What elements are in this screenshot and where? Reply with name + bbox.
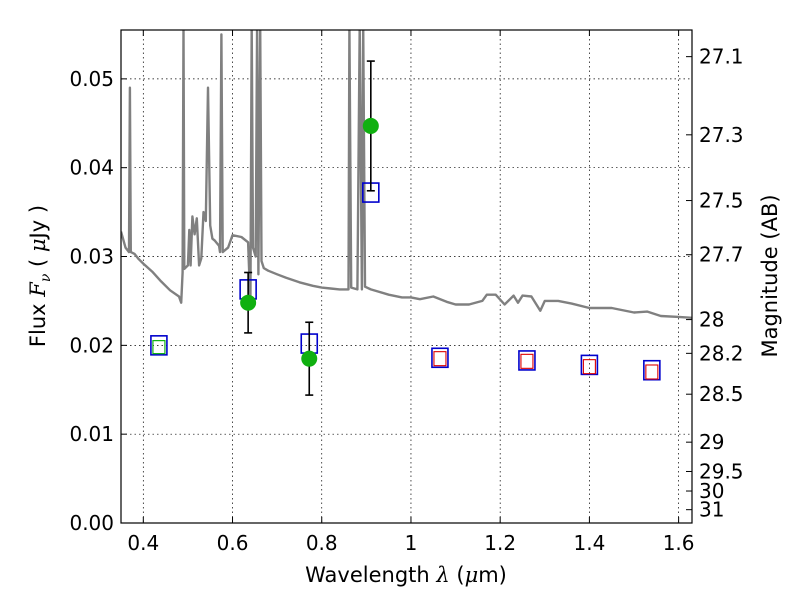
model-photometry-box [150, 335, 168, 356]
x-tick-label: 1.4 [573, 531, 605, 555]
magnitude-tick-label: 27.5 [699, 189, 744, 213]
secondary-marker [645, 364, 659, 380]
magnitude-tick-label: 28 [699, 308, 724, 332]
observed-point [362, 117, 379, 134]
model-photometry-box [431, 347, 449, 369]
x-tick-label: 1.6 [663, 531, 695, 555]
magnitude-axis-label: Magnitude (AB) [758, 194, 782, 357]
model-photometry-box [643, 359, 661, 381]
x-tick-label: 0.4 [127, 531, 159, 555]
secondary-marker [433, 351, 447, 367]
magnitude-tick-label: 31 [699, 498, 724, 522]
spectrum-line [121, 30, 692, 319]
x-tick-label: 0.6 [217, 531, 249, 555]
model-spectrum [121, 30, 692, 319]
magnitude-tick-label: 29.5 [699, 459, 744, 483]
secondary-markers [433, 351, 659, 380]
y-axis-label: Flux Fν ( μJy ) [26, 205, 54, 347]
y-axis-ticks: 0.00 0.01 0.02 0.03 0.04 0.05 [69, 67, 127, 535]
model-photometry-box [518, 350, 536, 371]
y-tick-label: 0.02 [69, 333, 114, 357]
plot-frame [120, 29, 693, 524]
x-axis-ticks: 0.4 0.6 0.8 1 1.2 1.4 1.6 [127, 30, 695, 555]
magnitude-tick-label: 28.2 [699, 341, 744, 365]
model-photometry-box [580, 354, 599, 376]
secondary-marker [582, 359, 596, 375]
magnitude-tick-label: 30 [699, 479, 724, 503]
magnitude-tick-label: 27.3 [699, 123, 744, 147]
x-tick-label: 1 [405, 531, 418, 555]
observed-point-box [152, 340, 166, 355]
y-tick-label: 0.05 [69, 67, 114, 91]
observed-point [240, 294, 257, 311]
y-tick-label: 0.03 [69, 245, 114, 269]
magnitude-tick-label: 28.5 [699, 382, 744, 406]
observed-point [301, 350, 318, 367]
y-tick-label: 0.00 [69, 511, 114, 535]
x-tick-label: 1.2 [484, 531, 516, 555]
secondary-marker [520, 353, 534, 369]
x-tick-label: 0.8 [306, 531, 338, 555]
magnitude-tick-label: 27.7 [699, 243, 744, 267]
observed-flux [152, 117, 379, 367]
magnitude-tick-label: 27.1 [699, 45, 744, 69]
y-tick-label: 0.04 [69, 156, 114, 180]
y-tick-label: 0.01 [69, 422, 114, 446]
x-axis-label: Wavelength λ (μm) [305, 563, 507, 587]
magnitude-tick-label: 29 [699, 430, 724, 454]
plot-background [121, 30, 692, 523]
